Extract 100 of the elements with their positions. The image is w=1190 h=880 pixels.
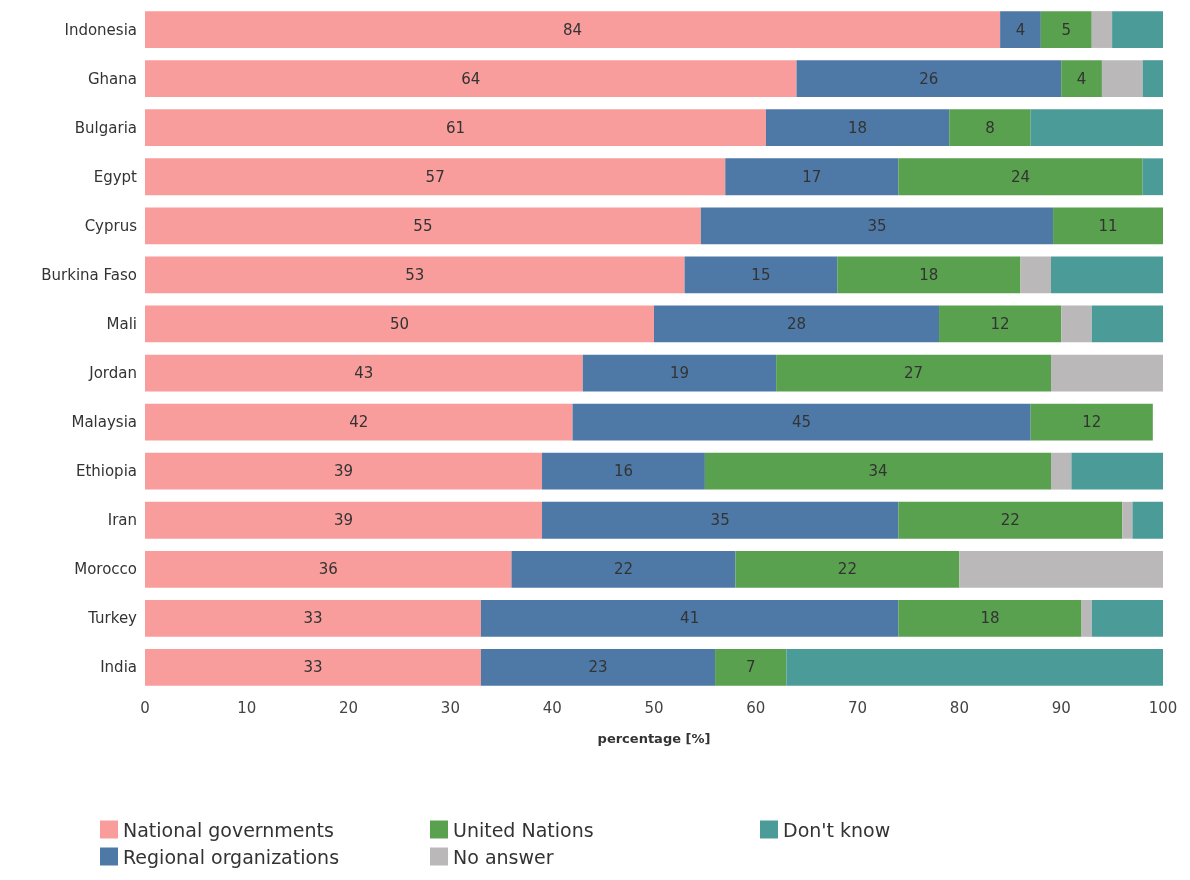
data-label: 41 (680, 609, 700, 628)
data-label: 55 (413, 216, 433, 235)
bar (959, 550, 1163, 588)
data-label: 5 (1061, 20, 1072, 39)
bar (1142, 158, 1163, 196)
bar (511, 550, 736, 588)
data-label: 28 (786, 314, 807, 333)
bar (939, 305, 1062, 343)
x-tick-label: 40 (542, 698, 562, 717)
data-label: 45 (792, 413, 812, 432)
bar (572, 403, 1031, 441)
data-label: 43 (354, 364, 374, 383)
bar (898, 501, 1123, 539)
bar (480, 599, 899, 637)
bar (145, 60, 797, 98)
data-label: 27 (904, 364, 924, 383)
legend-label: No answer (453, 845, 554, 868)
bar (1071, 452, 1163, 490)
data-label: 64 (461, 69, 481, 88)
data-label: 17 (802, 167, 822, 186)
x-tick-label: 10 (237, 698, 257, 717)
bar (1091, 305, 1163, 343)
bar (145, 109, 766, 147)
bar (145, 256, 685, 294)
data-label: 34 (868, 462, 888, 481)
bar (949, 109, 1031, 147)
bar (786, 649, 1163, 686)
data-label: 18 (848, 118, 868, 137)
x-tick-label: 50 (644, 698, 664, 717)
bar (1051, 452, 1072, 490)
bar (1122, 501, 1133, 539)
y-tick-label: Morocco (74, 560, 137, 579)
bar (1030, 403, 1153, 441)
y-tick-label: Egypt (93, 167, 138, 186)
y-tick-label: Mali (106, 314, 137, 333)
bar (715, 649, 787, 686)
bar (837, 256, 1021, 294)
bar (735, 550, 960, 588)
y-tick-label: India (100, 658, 137, 677)
bar (704, 452, 1052, 490)
bar (582, 354, 777, 392)
data-label: 7 (745, 658, 756, 677)
bar (684, 256, 838, 294)
data-label: 23 (588, 658, 608, 677)
bar (145, 305, 654, 343)
data-label: 18 (980, 609, 1000, 628)
data-label: 26 (919, 69, 939, 88)
data-label: 4 (1015, 20, 1026, 39)
data-label: 33 (303, 658, 323, 677)
y-tick-label: Ghana (87, 69, 137, 88)
bar (776, 354, 1052, 392)
x-tick-label: 60 (746, 698, 766, 717)
x-tick-label: 0 (140, 698, 150, 717)
data-label: 22 (837, 560, 857, 579)
legend-label: Don't know (783, 818, 891, 841)
data-label: 22 (613, 560, 634, 579)
data-label: 12 (1082, 413, 1102, 432)
y-tick-label: Jordan (88, 364, 137, 383)
legend-label: Regional organizations (123, 845, 340, 868)
data-label: 8 (985, 118, 995, 137)
data-label: 35 (710, 511, 730, 530)
bar (145, 599, 481, 637)
y-tick-label: Ethiopia (75, 462, 137, 481)
data-label: 11 (1098, 216, 1118, 235)
bar (542, 501, 899, 539)
y-tick-label: Burkina Faso (41, 265, 137, 284)
data-label: 84 (563, 20, 583, 39)
y-tick-label: Bulgaria (74, 118, 137, 137)
data-label: 24 (1010, 167, 1031, 186)
x-tick-label: 30 (440, 698, 460, 717)
x-tick-label: 100 (1148, 698, 1178, 717)
bar (145, 649, 481, 686)
data-label: 16 (613, 462, 634, 481)
data-label: 18 (919, 265, 939, 284)
data-label: 4 (1076, 69, 1087, 88)
data-label: 19 (669, 364, 689, 383)
y-tick-label: Cyprus (84, 216, 138, 235)
data-label: 22 (1000, 511, 1020, 530)
bar (898, 158, 1143, 196)
bar (1101, 60, 1143, 98)
bar (1132, 501, 1163, 539)
bar (1051, 256, 1163, 294)
y-tick-label: Malaysia (71, 413, 137, 432)
data-label: 39 (333, 462, 354, 481)
bar (700, 207, 1054, 245)
bar (145, 550, 512, 588)
x-axis-title: percentage [%] (597, 731, 711, 746)
data-label: 15 (751, 265, 771, 284)
data-label: 53 (405, 265, 425, 284)
bar (145, 354, 583, 392)
bar (1051, 354, 1163, 392)
data-label: 42 (349, 413, 369, 432)
data-label: 33 (303, 609, 323, 628)
bar (145, 501, 543, 539)
legend-label: United Nations (453, 818, 594, 841)
bar (145, 403, 573, 441)
y-tick-label: Turkey (87, 609, 138, 628)
bar (1081, 599, 1092, 637)
legend-label: National governments (123, 818, 334, 841)
bar (1061, 305, 1092, 343)
